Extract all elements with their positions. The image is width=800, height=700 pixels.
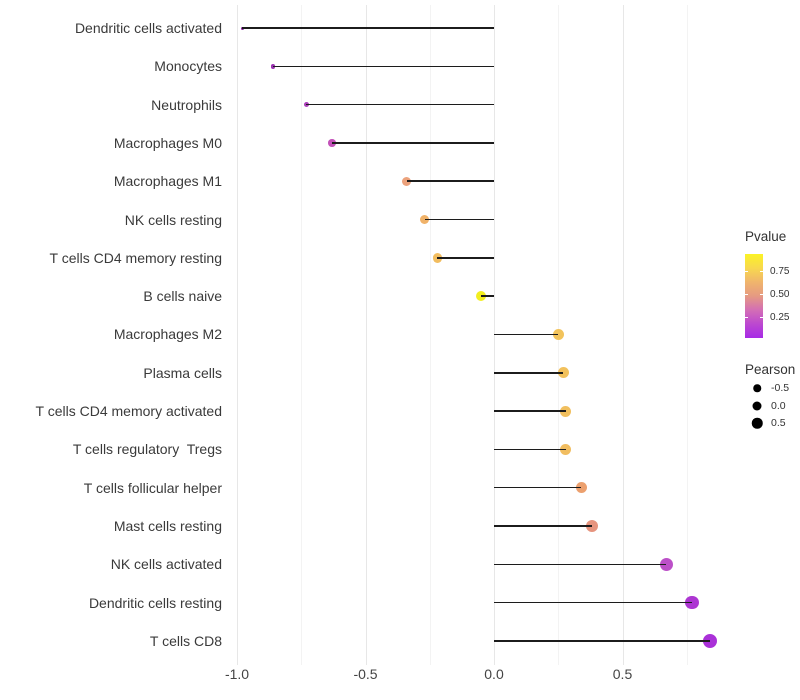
minor-gridline [429, 5, 431, 665]
category-label: Neutrophils [151, 96, 222, 113]
pvalue-tick-label: 0.75 [770, 265, 790, 277]
lollipop-stick [494, 486, 582, 489]
x-tick-label: -1.0 [224, 666, 250, 682]
lollipop-stick [242, 27, 494, 29]
lollipop-dot [585, 520, 598, 533]
lollipop-stick [272, 65, 494, 68]
pvalue-tick-label: 0.50 [770, 288, 790, 300]
category-label: T cells CD4 memory activated [35, 403, 222, 420]
lollipop-dot [575, 481, 588, 494]
category-label: T cells regulatory Tregs [72, 441, 222, 458]
lollipop-stick [406, 180, 494, 182]
lollipop-stick [306, 103, 494, 106]
pvalue-tick-mark [760, 270, 763, 272]
category-label: Mast cells resting [113, 518, 222, 535]
category-label: Dendritic cells resting [88, 594, 222, 611]
pvalue-tick-mark [745, 316, 748, 318]
lollipop-stick [332, 142, 494, 144]
lollipop-stick [494, 333, 559, 336]
lollipop-dot [685, 595, 699, 610]
pearson-legend-label: 0.5 [771, 417, 786, 429]
lollipop-stick [481, 295, 494, 297]
category-label: NK cells activated [110, 556, 222, 573]
pearson-legend-dot [751, 417, 763, 429]
pearson-legend-label: -0.5 [771, 382, 790, 394]
pvalue-legend-title: Pvalue [745, 229, 787, 244]
lollipop-dot [560, 443, 572, 455]
lollipop-dot [552, 328, 564, 340]
pearson-legend-dot [753, 384, 761, 392]
minor-gridline [301, 5, 303, 665]
lollipop-dot [557, 367, 569, 379]
pvalue-tick-mark [745, 270, 748, 272]
pearson-legend-title: Pearson [745, 362, 796, 377]
pearson-legend-item: 0.5 [745, 414, 800, 432]
category-label: Monocytes [154, 58, 222, 75]
lollipop-stick [494, 448, 566, 451]
minor-gridline [686, 5, 688, 665]
category-label: Macrophages M2 [113, 326, 222, 343]
pearson-legend-item: -0.5 [745, 379, 800, 397]
pvalue-legend: Pvalue 0.75 0.50 0.25 [745, 229, 800, 338]
category-label: T cells follicular helper [83, 479, 222, 496]
pvalue-tick-mark [745, 293, 748, 295]
category-label: NK cells resting [124, 211, 222, 228]
lollipop-stick [494, 372, 564, 374]
pearson-legend-dot [752, 401, 762, 410]
lollipop-dot [560, 405, 572, 417]
major-gridline [622, 5, 624, 665]
lollipop-stick [494, 525, 592, 527]
x-tick-label: 0.0 [484, 666, 504, 682]
category-label: Plasma cells [143, 364, 222, 381]
lollipop-dot [659, 557, 673, 571]
category-label: B cells naive [143, 288, 222, 305]
lollipop-stick [494, 640, 710, 642]
major-gridline [237, 5, 238, 665]
pvalue-tick-mark [760, 316, 763, 318]
category-label: Macrophages M1 [113, 173, 222, 190]
pearson-legend-item: 0.0 [745, 397, 800, 415]
pvalue-tick-mark [760, 293, 763, 295]
category-label: Dendritic cells activated [74, 20, 222, 36]
pearson-legend-label: 0.0 [771, 399, 786, 412]
x-tick-label: -0.5 [353, 666, 378, 682]
major-gridline [365, 5, 367, 665]
category-label: Macrophages M0 [113, 134, 222, 151]
lollipop-dot [702, 633, 717, 648]
lollipop-stick [437, 257, 494, 259]
pvalue-tick-label: 0.25 [770, 311, 790, 323]
lollipop-stick [494, 601, 692, 604]
pvalue-colorbar [745, 254, 763, 338]
lollipop-stick [494, 563, 667, 566]
category-label: T cells CD8 [149, 632, 222, 649]
pearson-legend: Pearson -0.5 0.0 0.5 [745, 362, 800, 429]
x-tick-label: 0.5 [612, 666, 633, 682]
lollipop-stick [424, 218, 494, 221]
lollipop-stick [494, 410, 566, 412]
category-label: T cells CD4 memory resting [49, 249, 222, 266]
